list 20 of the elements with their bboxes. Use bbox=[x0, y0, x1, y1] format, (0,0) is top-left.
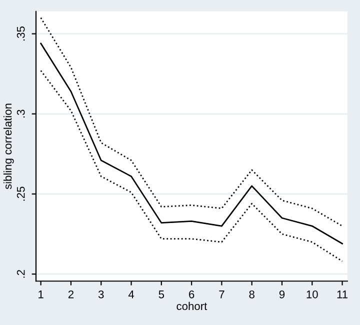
x-tick-label: 4 bbox=[128, 290, 134, 298]
x-tick-label: 5 bbox=[158, 290, 164, 298]
x-tick-label: 8 bbox=[249, 290, 254, 298]
x-tick-label: 11 bbox=[337, 290, 348, 298]
x-tick-label: 10 bbox=[306, 290, 318, 298]
y-tick-label: .3 bbox=[16, 110, 25, 118]
x-tick-label: 2 bbox=[68, 290, 74, 298]
x-axis-title: cohort bbox=[176, 302, 208, 310]
y-tick-label: .2 bbox=[16, 270, 25, 278]
line-series bbox=[40, 70, 343, 262]
x-tick-label: 1 bbox=[38, 290, 44, 298]
y-tick-label: .25 bbox=[16, 186, 25, 201]
x-tick-label: 9 bbox=[279, 290, 285, 298]
x-tick-label: 6 bbox=[189, 290, 194, 298]
x-tick-label: 3 bbox=[98, 290, 104, 298]
line-series bbox=[40, 17, 343, 227]
x-tick-label: 7 bbox=[219, 290, 224, 298]
y-axis-title: sibling correlation bbox=[3, 104, 14, 190]
y-tick-label: .35 bbox=[16, 26, 25, 41]
line-series bbox=[40, 42, 343, 244]
